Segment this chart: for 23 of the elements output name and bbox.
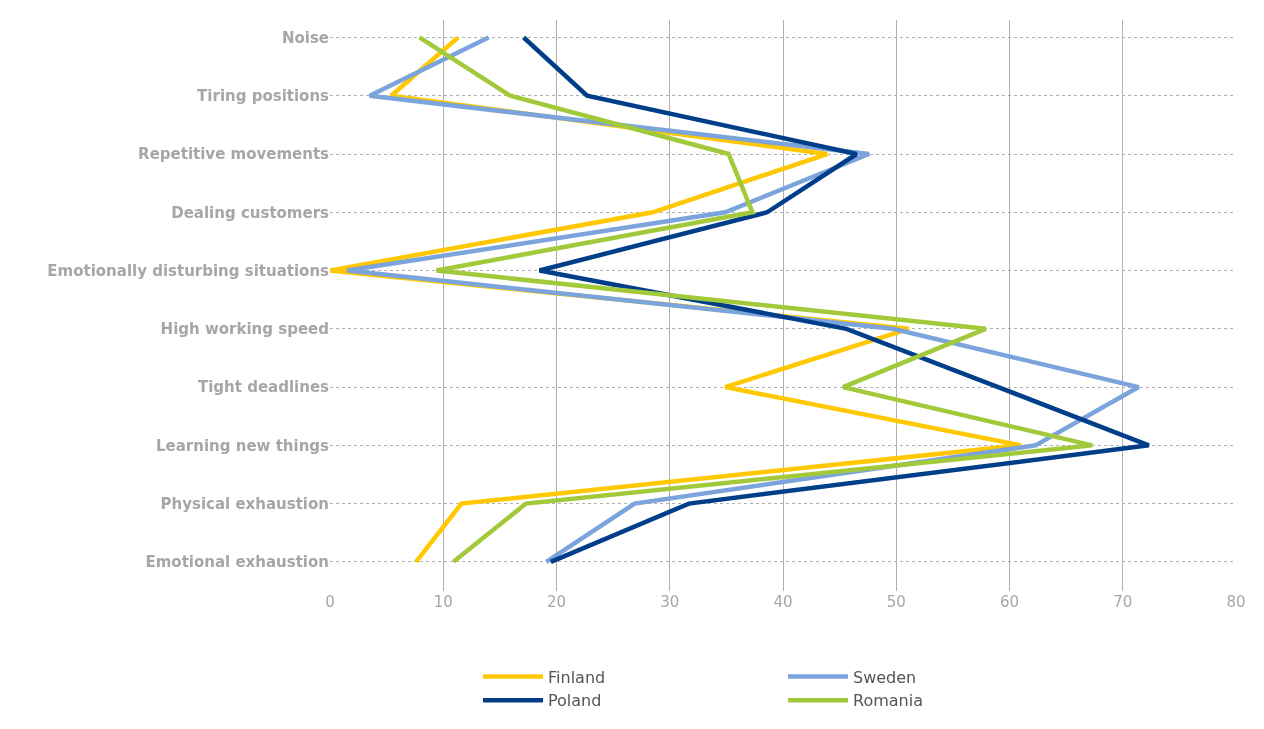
x-tick-label: 60 [999, 593, 1020, 611]
legend-label: Sweden [853, 667, 917, 687]
x-tick-label: 70 [1113, 593, 1133, 611]
y-tick-label: Repetitive movements [138, 145, 330, 164]
x-tick-label: 20 [546, 593, 567, 611]
x-tick-label: 80 [1226, 593, 1246, 611]
y-tick-label: High working speed [160, 320, 329, 339]
y-tick-label: Tiring positions [197, 86, 330, 105]
x-tick-label: 40 [773, 593, 793, 611]
y-tick-label: Emotionally disturbing situations [47, 261, 330, 280]
y-tick-label: Tight deadlines [197, 378, 330, 397]
legend-label: Romania [853, 691, 923, 711]
x-tick-label: 30 [660, 593, 680, 611]
y-tick-label: Physical exhaustion [160, 494, 329, 513]
y-tick-label: Emotional exhaustion [145, 553, 329, 572]
y-tick-label: Dealing customers [171, 203, 330, 222]
y-tick-label: Noise [281, 28, 329, 47]
x-tick-label: 0 [325, 593, 335, 611]
y-tick-label: Learning new things [156, 436, 330, 455]
legend-label: Poland [548, 691, 602, 711]
x-tick-label: 10 [433, 593, 453, 611]
legend-label: Finland [548, 667, 606, 687]
x-tick-label: 50 [886, 593, 906, 611]
